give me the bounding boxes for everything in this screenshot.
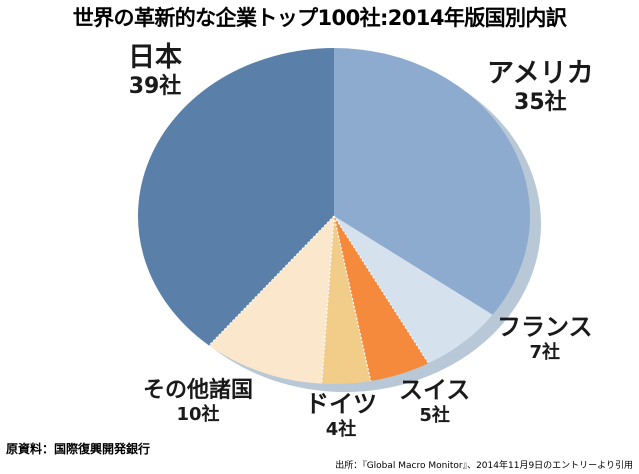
slice-value-japan: 39社 bbox=[128, 74, 182, 100]
pie-slice-germany bbox=[321, 216, 371, 385]
slice-name-france: フランス bbox=[497, 313, 593, 341]
slice-label-japan: 日本 39社 bbox=[128, 42, 182, 101]
slice-value-others: 10社 bbox=[176, 404, 220, 426]
slice-value-switzerland: 5社 bbox=[419, 404, 450, 426]
slice-label-germany: ドイツ 4社 bbox=[305, 390, 377, 440]
slice-name-japan: 日本 bbox=[128, 42, 182, 73]
pie-slice-usa bbox=[334, 48, 531, 315]
slice-name-germany: ドイツ bbox=[305, 390, 377, 418]
slice-divider bbox=[208, 215, 335, 346]
pie-slice-others bbox=[209, 216, 334, 384]
slice-value-usa: 35社 bbox=[514, 90, 567, 116]
source-note: 原資料：国際復興開発銀行 bbox=[6, 442, 151, 456]
slice-value-germany: 4社 bbox=[325, 418, 357, 440]
slice-name-others: その他諸国 bbox=[143, 378, 254, 403]
slice-label-usa: アメリカ 35社 bbox=[487, 58, 594, 117]
slice-label-switzerland: スイス 5社 bbox=[399, 376, 470, 426]
pie-slice-switzerland bbox=[334, 216, 429, 382]
pie-slice-france bbox=[334, 216, 493, 364]
slice-label-france: フランス 7社 bbox=[497, 313, 593, 363]
slice-label-others: その他諸国 10社 bbox=[143, 378, 253, 426]
citation-note: 出所：『Global Macro Monitor』、2014年11月9日のエント… bbox=[335, 461, 633, 471]
slice-divider bbox=[333, 215, 372, 382]
slice-name-usa: アメリカ bbox=[487, 58, 594, 89]
chart-title: 世界の革新的な企業トップ100社:2014年版国別内訳 bbox=[72, 6, 567, 30]
slice-name-switzerland: スイス bbox=[399, 376, 471, 404]
slice-divider bbox=[333, 215, 429, 364]
pie-slice-japan bbox=[137, 48, 334, 346]
pie-slices bbox=[137, 48, 531, 385]
slice-value-france: 7社 bbox=[529, 341, 561, 363]
slice-divider bbox=[321, 215, 335, 384]
